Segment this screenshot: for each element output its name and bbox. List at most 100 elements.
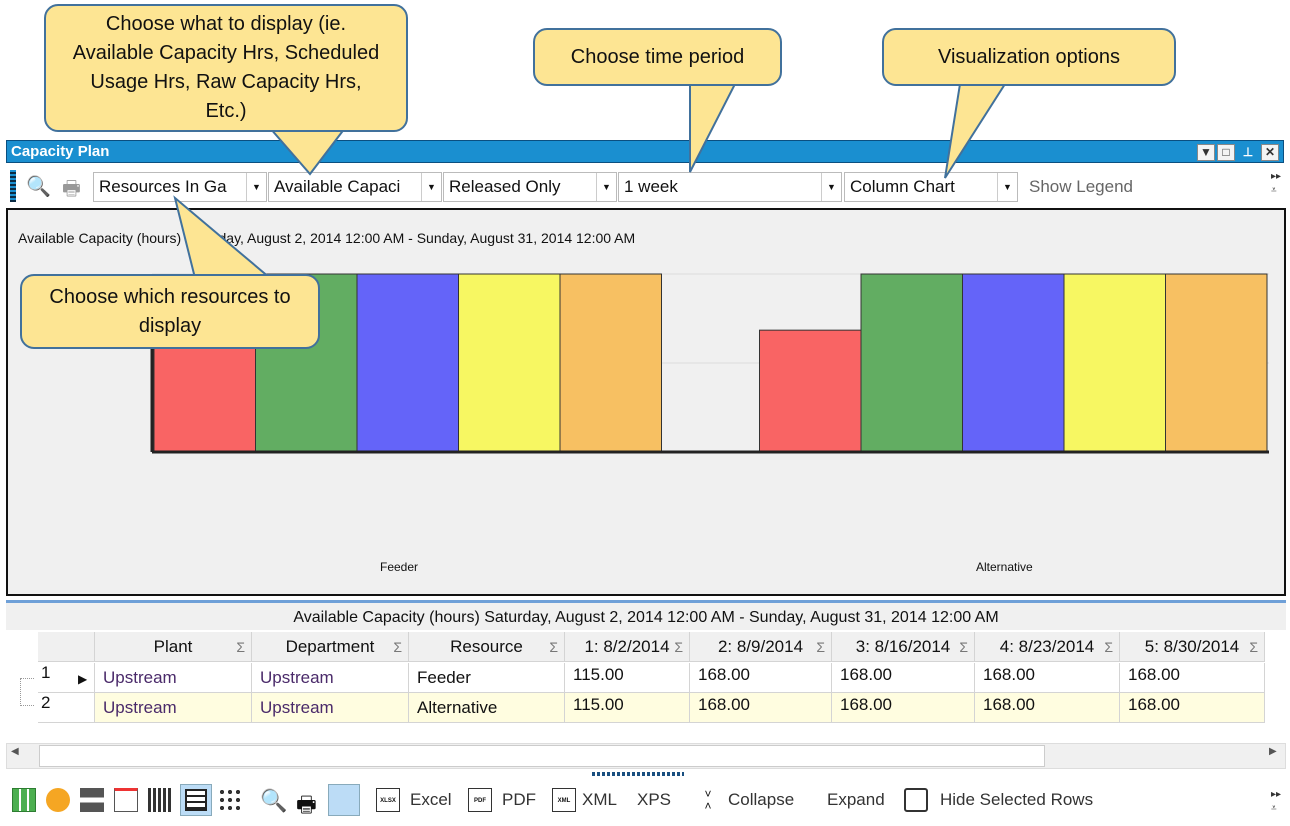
filter-select[interactable]: Released Only ▼ xyxy=(443,172,617,202)
table-cell[interactable]: Upstream xyxy=(252,663,409,693)
sum-icon[interactable]: Σ xyxy=(674,639,683,655)
restore-button[interactable]: □ xyxy=(1217,144,1235,161)
bar xyxy=(559,273,662,453)
excel-button[interactable]: Excel xyxy=(410,790,452,809)
sum-icon[interactable]: Σ xyxy=(393,639,402,655)
pin-button[interactable]: ⊥ xyxy=(1239,144,1257,161)
column-header[interactable]: Resource Σ xyxy=(409,632,565,662)
scroll-left-icon[interactable]: ◀ xyxy=(11,746,19,757)
scroll-right-icon[interactable]: ▶ xyxy=(1269,746,1277,757)
chevron-down-icon[interactable]: ▼ xyxy=(246,173,266,201)
hide-selected-rows-button[interactable]: Hide Selected Rows xyxy=(940,790,1094,809)
table-cell[interactable]: 168.00 xyxy=(690,693,832,723)
sum-icon[interactable]: Σ xyxy=(959,639,968,655)
bar xyxy=(860,273,963,453)
toolbar-grip[interactable] xyxy=(10,170,16,202)
bottom-toolbar: 🔍 🖶 XLSX Excel PDF PDF XML XML XPS ˅ ˄ Co… xyxy=(6,782,1286,818)
row-header-corner xyxy=(38,632,95,662)
period-select[interactable]: 1 week ▼ xyxy=(618,172,842,202)
table-cell[interactable]: 115.00 xyxy=(565,663,690,693)
grid-caption: Available Capacity (hours) Saturday, Aug… xyxy=(6,600,1286,630)
printer-icon[interactable]: 🖶 xyxy=(62,178,81,200)
zoom-icon[interactable]: 🔍 xyxy=(260,788,288,813)
table-cell[interactable]: 168.00 xyxy=(690,663,832,693)
xps-button[interactable]: XPS xyxy=(637,790,672,809)
bar xyxy=(153,329,256,453)
window-menu-button[interactable]: ▼ xyxy=(1197,144,1215,161)
chart-panel: Available Capacity (hours) Saturday, Aug… xyxy=(6,208,1286,596)
chart-type-select[interactable]: Column Chart ▼ xyxy=(844,172,1018,202)
table-cell[interactable]: Upstream xyxy=(252,693,409,723)
chevron-down-icon[interactable]: ▼ xyxy=(421,173,441,201)
chevron-down-icon[interactable]: ▼ xyxy=(596,173,616,201)
xlsx-file-icon[interactable]: XLSX xyxy=(376,788,400,812)
table-cell[interactable]: Upstream xyxy=(95,693,252,723)
expand-button[interactable]: Expand xyxy=(827,790,885,809)
table-cell[interactable]: 168.00 xyxy=(832,693,975,723)
horizontal-scrollbar[interactable]: ◀ ▶ xyxy=(6,743,1286,769)
category-label: Feeder xyxy=(380,560,419,574)
table-cell[interactable]: 168.00 xyxy=(975,663,1120,693)
close-button[interactable]: ✕ xyxy=(1261,144,1279,161)
callout-resources: Choose which resources to display xyxy=(20,274,320,349)
measure-select[interactable]: Available Capaci ▼ xyxy=(268,172,442,202)
current-row-icon: ▶ xyxy=(78,672,88,686)
collapse-icon[interactable]: ˅ ˄ xyxy=(704,787,712,813)
table-cell[interactable]: 115.00 xyxy=(565,693,690,723)
chevron-down-icon[interactable]: ▼ xyxy=(997,173,1017,201)
table-cell[interactable]: 168.00 xyxy=(1120,663,1265,693)
print-preview-icon[interactable]: 🔍 xyxy=(26,176,51,198)
printer-icon[interactable]: 🖶 xyxy=(296,792,317,817)
table-cell[interactable]: Alternative xyxy=(409,693,565,723)
bar xyxy=(356,273,459,453)
table-cell[interactable]: 168.00 xyxy=(975,693,1120,723)
column-chart xyxy=(150,273,1269,454)
bar xyxy=(962,273,1065,453)
scrollbar-thumb[interactable] xyxy=(39,745,1045,767)
column-header[interactable]: 4: 8/23/2014 Σ xyxy=(975,632,1120,662)
hide-rows-icon[interactable] xyxy=(904,788,928,812)
table-cell[interactable]: 168.00 xyxy=(1120,693,1265,723)
column-width-icon[interactable] xyxy=(114,788,138,812)
callout-visual: Visualization options xyxy=(882,28,1176,86)
category-label: Alternative xyxy=(976,560,1033,574)
dense-grid-icon[interactable] xyxy=(148,788,172,812)
chevron-down-icon[interactable]: ▼ xyxy=(821,173,841,201)
collapse-button[interactable]: Collapse xyxy=(728,790,795,809)
column-header[interactable]: 5: 8/30/2014 Σ xyxy=(1120,632,1265,662)
row-number[interactable]: 2 xyxy=(38,693,95,723)
column-header[interactable]: Department Σ xyxy=(252,632,409,662)
column-header[interactable]: 3: 8/16/2014 Σ xyxy=(832,632,975,662)
toolbar-overflow-icon[interactable]: ▸▸ ⩡ xyxy=(1271,171,1282,196)
table-cell[interactable]: Feeder xyxy=(409,663,565,693)
sum-icon[interactable]: Σ xyxy=(1104,639,1113,655)
sum-icon[interactable]: Σ xyxy=(1249,639,1258,655)
xml-button[interactable]: XML xyxy=(582,790,617,809)
splitter-handle[interactable] xyxy=(592,772,684,776)
grid-view-icon[interactable] xyxy=(12,788,36,812)
table-view-icon[interactable] xyxy=(180,784,212,816)
table-cell[interactable]: Upstream xyxy=(95,663,252,693)
list-view-icon[interactable] xyxy=(46,788,70,812)
pdf-button[interactable]: PDF xyxy=(502,790,536,809)
group-rows-icon[interactable] xyxy=(80,788,104,812)
card-view-icon[interactable] xyxy=(218,788,242,812)
callout-period: Choose time period xyxy=(533,28,782,86)
xml-file-icon[interactable]: XML xyxy=(552,788,576,812)
column-header[interactable]: 1: 8/2/2014 Σ xyxy=(565,632,690,662)
resources-select[interactable]: Resources In Ga ▼ xyxy=(93,172,267,202)
table-cell[interactable]: 168.00 xyxy=(832,663,975,693)
toolbar-overflow-icon[interactable]: ▸▸ ⩡ xyxy=(1271,789,1282,814)
sum-icon[interactable]: Σ xyxy=(549,639,558,655)
pdf-file-icon[interactable]: PDF xyxy=(468,788,492,812)
export-icon[interactable] xyxy=(328,784,360,816)
bar xyxy=(458,273,561,453)
row-number[interactable]: 1 ▶ xyxy=(38,663,95,693)
tree-connector xyxy=(20,678,34,706)
toolbar: 🔍 🖶 Resources In Ga ▼ Available Capaci ▼ R… xyxy=(6,164,1286,208)
sum-icon[interactable]: Σ xyxy=(236,639,245,655)
show-legend-button[interactable]: Show Legend xyxy=(1029,177,1133,196)
column-header[interactable]: 2: 8/9/2014 Σ xyxy=(690,632,832,662)
sum-icon[interactable]: Σ xyxy=(816,639,825,655)
column-header[interactable]: Plant Σ xyxy=(95,632,252,662)
